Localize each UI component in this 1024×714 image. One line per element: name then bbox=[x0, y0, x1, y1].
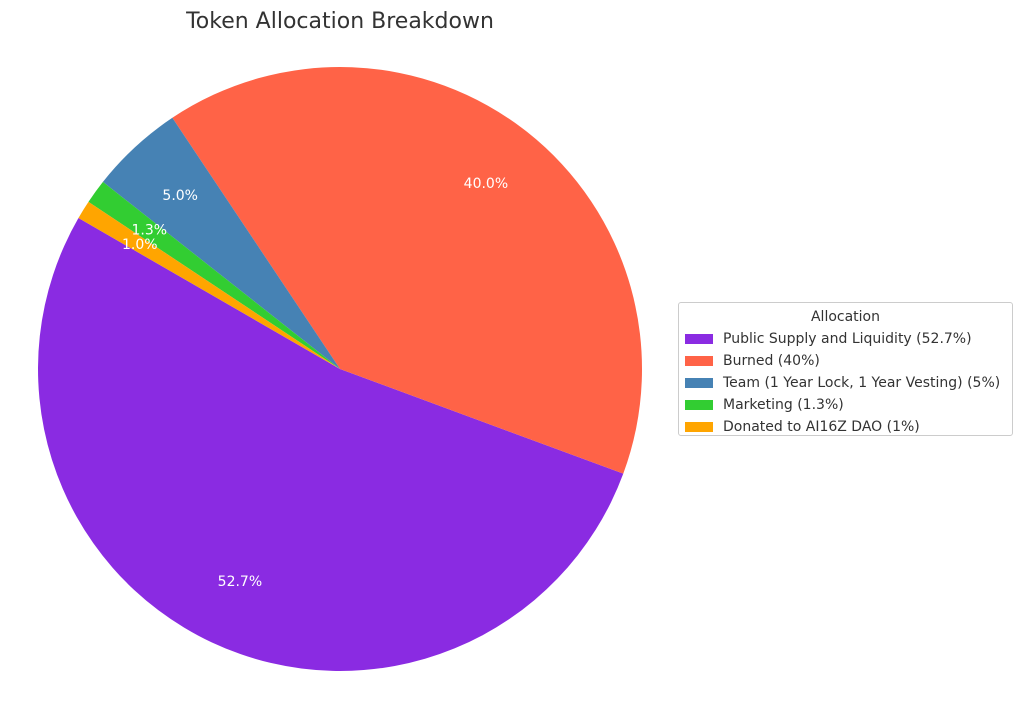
pie-pct-label-0: 52.7% bbox=[218, 574, 262, 590]
legend-swatch-3 bbox=[685, 400, 713, 410]
pie-pct-label-1: 40.0% bbox=[464, 176, 508, 192]
pie-pct-labels: 52.7% 40.0% 5.0% 1.3%1.0% bbox=[122, 176, 508, 590]
legend-item-0: Public Supply and Liquidity (52.7%) bbox=[679, 328, 1012, 350]
pie-pct-label-3: 1.3% bbox=[132, 223, 168, 239]
legend-label-3: Marketing (1.3%) bbox=[723, 397, 844, 413]
legend-swatch-2 bbox=[685, 378, 713, 388]
legend-label-2: Team (1 Year Lock, 1 Year Vesting) (5%) bbox=[723, 375, 1001, 391]
legend-label-0: Public Supply and Liquidity (52.7%) bbox=[723, 331, 972, 347]
legend-list: Public Supply and Liquidity (52.7%) Burne… bbox=[679, 328, 1012, 438]
pie-slice-0 bbox=[38, 218, 624, 671]
legend-item-1: Burned (40%) bbox=[679, 350, 1012, 372]
legend-title: Allocation bbox=[810, 309, 880, 325]
legend-label-4: Donated to AI16Z DAO (1%) bbox=[723, 419, 920, 435]
pie-pct-label-2: 5.0% bbox=[162, 188, 198, 204]
legend: Allocation Public Supply and Liquidity (… bbox=[678, 302, 1013, 436]
chart-title: Token Allocation Breakdown bbox=[185, 9, 494, 34]
legend-label-1: Burned (40%) bbox=[723, 353, 820, 369]
pie-slice-4 bbox=[78, 201, 341, 369]
legend-item-2: Team (1 Year Lock, 1 Year Vesting) (5%) bbox=[679, 372, 1012, 394]
legend-swatch-0 bbox=[685, 334, 713, 344]
legend-swatch-1 bbox=[685, 356, 713, 366]
pie-slice-3 bbox=[88, 181, 341, 369]
pie-slice-1 bbox=[172, 67, 643, 474]
pie-slice-2 bbox=[102, 117, 341, 369]
pie-pct-label-4: 1.0% bbox=[122, 237, 158, 253]
legend-item-3: Marketing (1.3%) bbox=[679, 394, 1012, 416]
legend-item-4: Donated to AI16Z DAO (1%) bbox=[679, 416, 1012, 438]
pie-slices bbox=[38, 67, 643, 671]
legend-swatch-4 bbox=[685, 422, 713, 432]
